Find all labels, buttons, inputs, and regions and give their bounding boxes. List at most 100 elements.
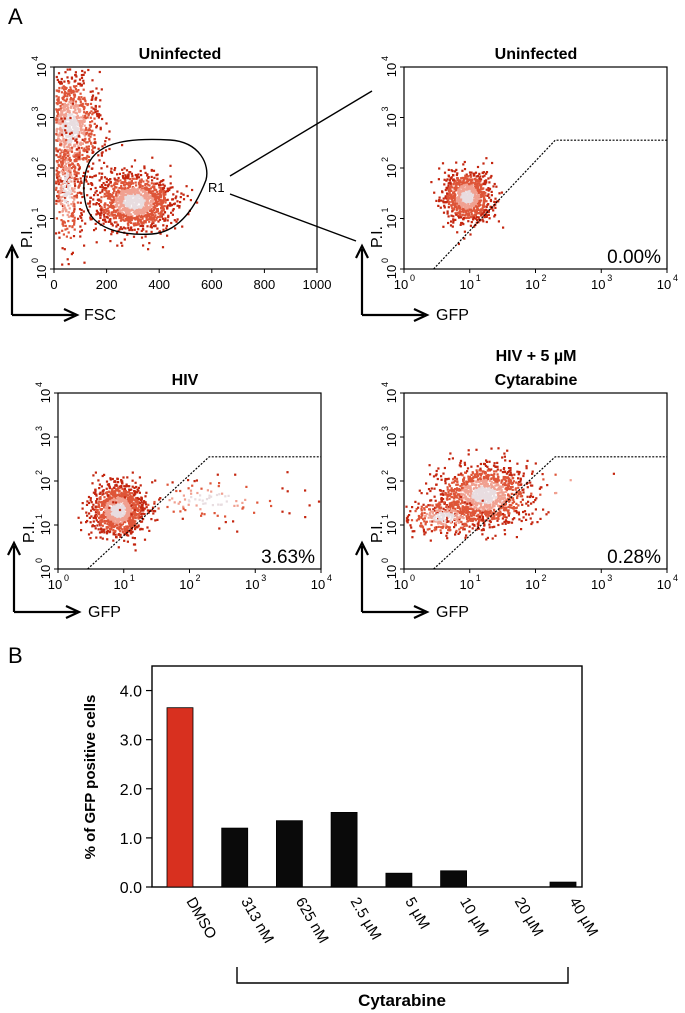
data-point xyxy=(445,186,448,189)
data-point xyxy=(144,183,147,186)
data-point xyxy=(466,196,469,199)
data-point xyxy=(81,142,84,145)
data-point xyxy=(468,199,471,202)
data-point xyxy=(452,182,455,186)
data-point xyxy=(103,504,106,507)
data-point xyxy=(129,194,132,197)
data-point xyxy=(81,102,84,105)
data-point xyxy=(72,90,75,93)
data-point xyxy=(69,163,72,166)
data-point xyxy=(110,497,113,500)
data-point xyxy=(61,247,64,250)
data-point xyxy=(83,147,86,150)
data-point xyxy=(145,197,148,200)
data-point xyxy=(455,173,458,177)
data-point xyxy=(139,188,142,191)
data-point xyxy=(454,185,457,188)
data-point xyxy=(191,188,194,192)
data-point xyxy=(485,179,488,182)
data-point xyxy=(131,174,134,177)
data-point xyxy=(94,227,97,230)
data-point xyxy=(94,488,97,491)
data-point xyxy=(121,194,124,198)
data-point xyxy=(62,118,65,121)
data-point xyxy=(133,494,136,497)
data-point xyxy=(145,230,148,233)
data-point xyxy=(99,126,102,129)
data-point xyxy=(121,514,124,517)
data-point xyxy=(80,229,83,232)
data-point xyxy=(116,179,119,182)
data-point xyxy=(65,235,68,238)
data-point xyxy=(96,505,100,508)
data-point xyxy=(131,200,134,203)
data-point xyxy=(460,185,463,188)
data-point xyxy=(110,526,113,529)
data-point xyxy=(146,202,149,205)
data-point xyxy=(56,109,59,112)
data-point xyxy=(71,123,74,126)
data-point xyxy=(70,97,73,100)
data-point xyxy=(56,78,59,81)
data-point xyxy=(97,147,100,150)
data-point xyxy=(134,549,137,552)
data-point xyxy=(84,128,87,131)
data-point xyxy=(69,99,72,102)
data-point xyxy=(461,203,464,206)
data-point xyxy=(135,509,138,512)
data-point xyxy=(67,187,70,190)
y-tick-label: 10 xyxy=(34,164,49,178)
data-point xyxy=(136,503,139,506)
data-point xyxy=(143,513,146,516)
data-point xyxy=(148,205,151,209)
data-point xyxy=(476,212,479,215)
data-point xyxy=(137,181,140,184)
data-point xyxy=(148,529,151,532)
x-tick-label: 600 xyxy=(201,277,223,292)
data-point xyxy=(456,200,459,203)
data-point xyxy=(106,210,109,213)
data-point xyxy=(127,226,130,230)
data-point xyxy=(131,511,134,514)
data-point xyxy=(459,198,462,201)
y-tick-exponent: 3 xyxy=(30,106,40,111)
data-point xyxy=(143,167,146,170)
data-point xyxy=(117,533,121,536)
data-point xyxy=(165,199,168,202)
data-point xyxy=(131,507,134,510)
data-point xyxy=(57,122,60,125)
data-point xyxy=(97,154,100,157)
data-point xyxy=(70,180,73,183)
y-tick-exponent: 0 xyxy=(34,558,44,563)
data-point xyxy=(102,218,105,222)
data-point xyxy=(443,178,446,181)
data-point xyxy=(74,103,77,106)
data-point xyxy=(81,219,84,222)
data-point xyxy=(64,121,67,124)
data-point xyxy=(467,185,470,188)
data-point xyxy=(114,205,117,208)
data-point xyxy=(471,523,474,526)
data-point xyxy=(479,200,482,203)
data-point xyxy=(123,238,126,241)
data-point xyxy=(80,76,84,79)
data-point xyxy=(149,217,152,220)
data-point xyxy=(132,235,136,238)
data-point xyxy=(68,135,71,138)
data-point xyxy=(128,530,131,533)
data-point xyxy=(210,495,213,498)
data-point xyxy=(464,174,467,177)
gate-r1 xyxy=(83,138,208,235)
data-point xyxy=(123,527,126,531)
data-point xyxy=(171,198,174,201)
data-point xyxy=(452,478,455,481)
data-point xyxy=(78,78,82,81)
data-point xyxy=(447,190,451,193)
data-point xyxy=(476,218,479,222)
data-point xyxy=(68,166,71,169)
data-point xyxy=(71,251,74,254)
data-point xyxy=(464,176,467,179)
data-point xyxy=(87,159,91,162)
data-point xyxy=(145,179,148,182)
data-point xyxy=(444,188,447,192)
